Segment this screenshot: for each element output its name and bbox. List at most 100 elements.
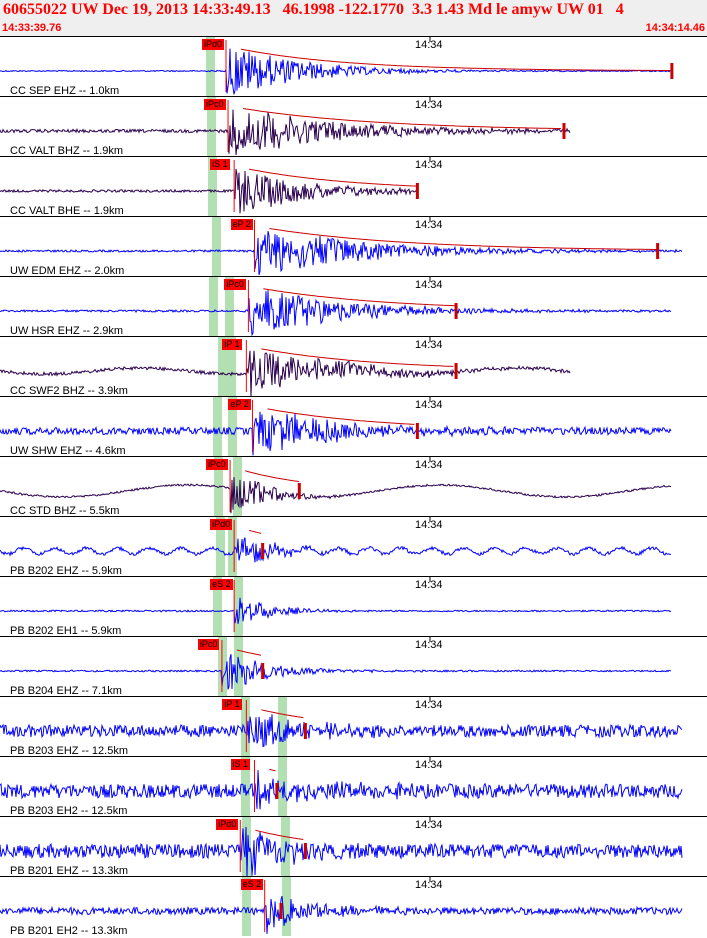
minute-label: 14:34 (415, 699, 443, 711)
minute-label: 14:34 (415, 639, 443, 651)
phase-band (278, 696, 287, 756)
waveform-line (0, 48, 672, 95)
trace-panel: iPd0 14:34 PB B202 EHZ -- 5.9km (0, 516, 707, 577)
coda-end-marker (656, 243, 660, 259)
phase-band (233, 456, 242, 516)
coda-curve (261, 709, 304, 719)
trace-panel: eP 2 14:34 UW SHW EHZ -- 4.6km (0, 396, 707, 457)
station-label: PB B202 EH1 -- 5.9km (10, 625, 122, 637)
header-bar: 60655022 UW Dec 19, 2013 14:33:49.13 46.… (0, 0, 707, 36)
waveform-line (0, 770, 683, 810)
trace-panel: iPd0 14:34 CC SEP EHZ -- 1.0km (0, 36, 707, 97)
pick-label: eP 2 (228, 399, 251, 410)
waveform-line (0, 826, 683, 876)
pick-label: iPc0 (204, 99, 226, 110)
trace-plot (0, 516, 707, 576)
minute-label: 14:34 (415, 99, 443, 111)
station-label: UW HSR EHZ -- 2.9km (10, 325, 124, 337)
trace-panel: iPc0 14:34 CC STD BHZ -- 5.5km (0, 456, 707, 517)
trace-plot (0, 696, 707, 756)
minute-label: 14:34 (415, 819, 443, 831)
pick-label: iPc0 (206, 459, 228, 470)
minute-label: 14:34 (415, 39, 443, 51)
pick-label: iPc0 (224, 279, 246, 290)
trace-panel: iP 1 14:34 PB B203 EHZ -- 12.5km (0, 696, 707, 757)
trace-plot (0, 96, 707, 156)
coda-curve (249, 529, 262, 534)
phase-band (207, 96, 216, 156)
pick-label: iS 1 (210, 159, 230, 170)
coda-curve (263, 288, 456, 307)
trace-panel: iPd0 14:34 PB B201 EHZ -- 13.3km (0, 816, 707, 877)
coda-curve (255, 829, 304, 840)
waveform-line (0, 597, 672, 624)
coda-end-marker (454, 303, 458, 319)
trace-plot (0, 336, 707, 396)
trace-plot (0, 816, 707, 876)
waveform-line (0, 411, 672, 456)
phase-band (212, 216, 221, 276)
waveform-line (0, 714, 683, 748)
minute-label: 14:34 (415, 879, 443, 891)
coda-end-marker (303, 843, 307, 859)
pick-label: iP 1 (222, 699, 242, 710)
trace-plot (0, 216, 707, 276)
waveform-line (0, 477, 671, 514)
coda-curve (242, 108, 562, 130)
coda-end-marker (303, 723, 307, 739)
minute-label: 14:34 (415, 279, 443, 291)
phase-band (234, 576, 243, 636)
coda-end-marker (562, 123, 566, 139)
pick-label: eS 2 (210, 579, 233, 590)
trace-plot (0, 876, 707, 936)
phase-band (216, 516, 225, 576)
waveform-line (0, 230, 683, 276)
station-label: PB B201 EHZ -- 13.3km (10, 865, 128, 877)
minute-label: 14:34 (415, 459, 443, 471)
station-label: PB B201 EH2 -- 13.3km (10, 925, 128, 937)
phase-band (214, 456, 223, 516)
pick-label: iP 1 (222, 339, 242, 350)
trace-panel: eS 2 14:34 PB B202 EH1 -- 5.9km (0, 576, 707, 637)
phase-band (213, 396, 222, 456)
minute-label: 14:34 (415, 339, 443, 351)
minute-label: 14:34 (415, 399, 443, 411)
trace-plot (0, 636, 707, 696)
station-label: UW SHW EHZ -- 4.6km (10, 445, 126, 457)
pick-label: iPd0 (216, 819, 239, 830)
station-label: PB B202 EHZ -- 5.9km (10, 565, 122, 577)
coda-curve (249, 168, 418, 187)
waveform-line (0, 290, 672, 336)
phase-band (206, 36, 215, 96)
phase-band (228, 396, 237, 456)
coda-end-marker (415, 183, 419, 199)
waveform-line (0, 109, 571, 156)
waveform-line (0, 350, 571, 396)
phase-band (227, 336, 236, 396)
coda-end-marker (415, 423, 419, 439)
pick-label: iPd0 (210, 519, 233, 530)
event-title: 60655022 UW Dec 19, 2013 14:33:49.13 46.… (3, 1, 624, 18)
trace-panel: iPc0 14:34 PB B204 EHZ -- 7.1km (0, 636, 707, 697)
coda-curve (261, 348, 454, 367)
trace-plot (0, 456, 707, 516)
phase-band (218, 636, 227, 696)
trace-panel: iS 1 14:34 PB B203 EH2 -- 12.5km (0, 756, 707, 817)
pick-label: iS 1 (230, 759, 251, 770)
trace-plot (0, 276, 707, 336)
waveform-line (0, 537, 672, 563)
phase-band (282, 876, 291, 936)
minute-label: 14:34 (415, 759, 443, 771)
phase-band (225, 276, 234, 336)
station-label: CC SEP EHZ -- 1.0km (10, 85, 120, 97)
coda-end-marker (261, 543, 265, 559)
coda-end-marker (275, 783, 279, 799)
station-label: UW EDM EHZ -- 2.0km (10, 265, 125, 277)
phase-band (278, 756, 287, 816)
trace-panel: eP 2 14:34 UW EDM EHZ -- 2.0km (0, 216, 707, 277)
station-label: CC VALT BHZ -- 1.9km (10, 145, 124, 157)
coda-curve (240, 48, 670, 71)
trace-panel: iS 1 14:34 CC VALT BHE -- 1.9km (0, 156, 707, 217)
phase-band (209, 276, 218, 336)
trace-panel: iPc0 14:34 CC VALT BHZ -- 1.9km (0, 96, 707, 157)
